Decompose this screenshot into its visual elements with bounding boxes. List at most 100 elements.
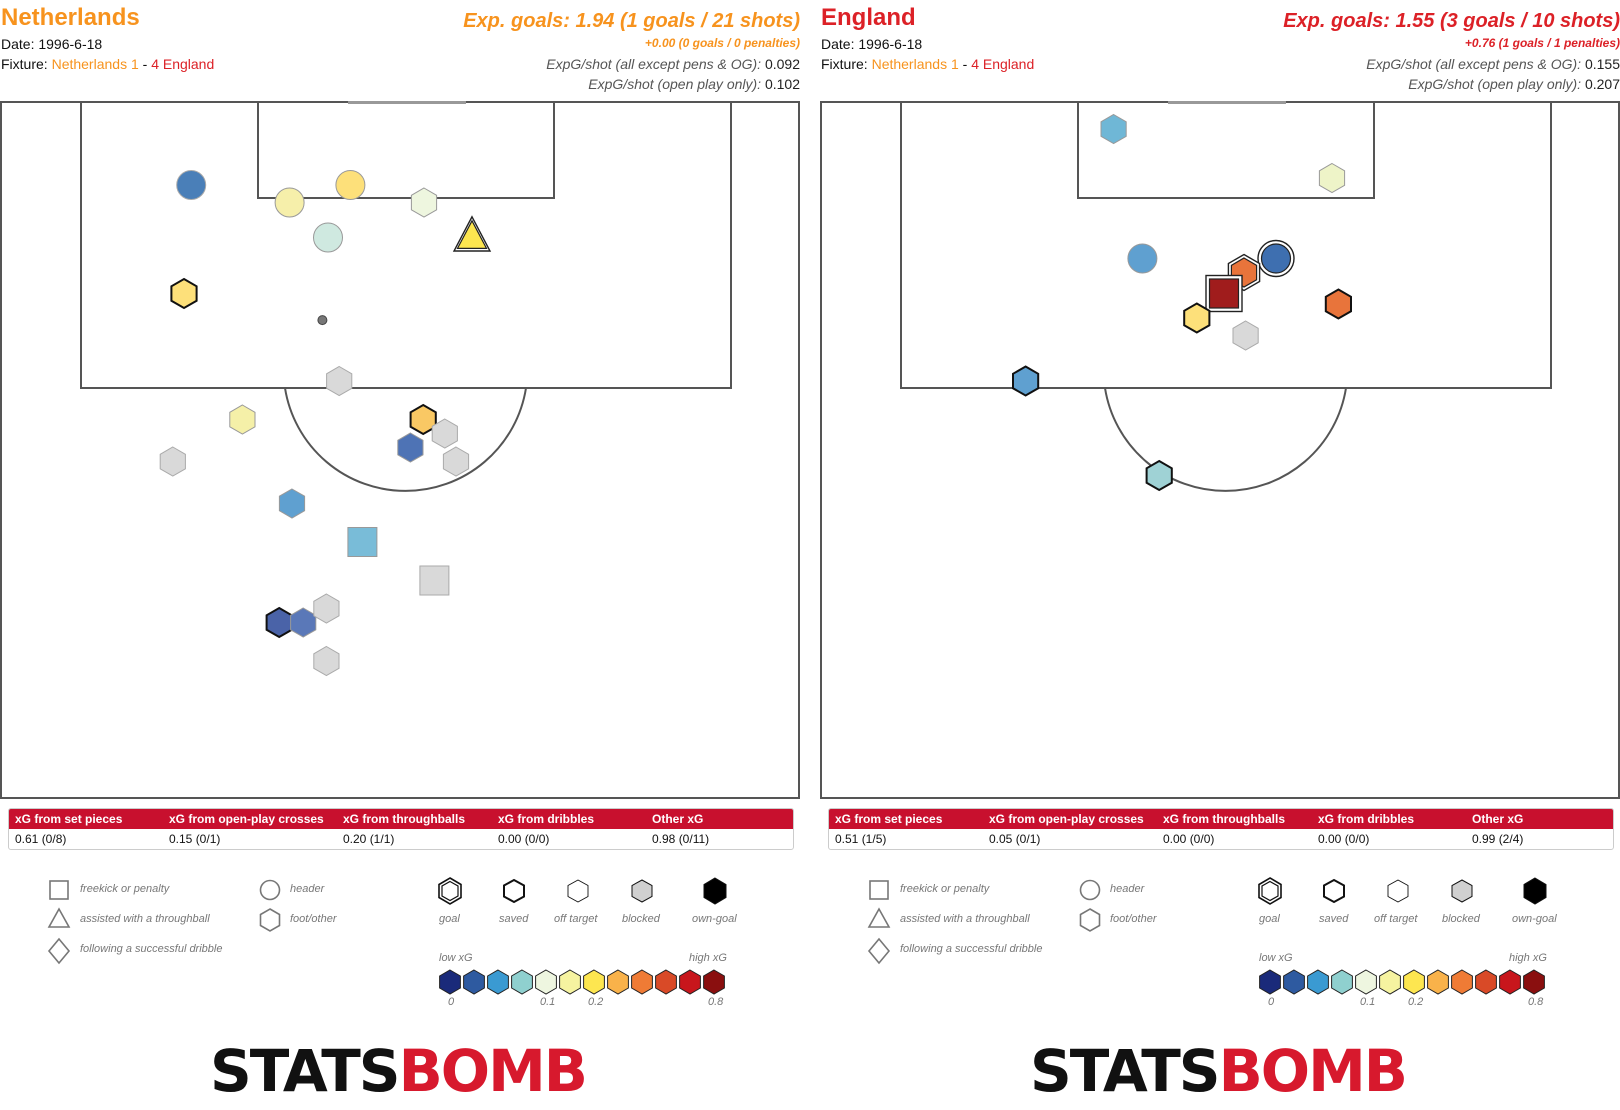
shot-marker-1: [274, 187, 305, 218]
shot-marker-10: [1145, 459, 1173, 492]
shot-hexagon: [1318, 162, 1346, 194]
scale-swatch-6: [583, 969, 605, 995]
fixture-line: Fixture: Netherlands 1 - 4 England: [821, 56, 1034, 72]
triangle-icon: [867, 907, 891, 928]
xg-per-shot-label: ExpG/shot (all except pens & OG):: [546, 56, 762, 72]
logo-part-bomb: BOMB: [1218, 1037, 1408, 1105]
own-goal-icon: [703, 877, 727, 905]
pitch-boundary: [820, 101, 1620, 799]
fixture-home: Netherlands 1: [871, 56, 959, 72]
xg-open-play-label: ExpG/shot (open play only):: [588, 76, 762, 92]
shots-netherlands: [159, 170, 492, 677]
legend-header: header: [290, 883, 325, 895]
xg-per-shot-value: 0.155: [1584, 56, 1620, 72]
header-throughballs: xG from throughballs: [1163, 812, 1286, 826]
shot-hexagon: [1012, 365, 1040, 397]
circle-icon: [259, 879, 281, 901]
legend-throughball: assisted with a throughball: [80, 913, 210, 925]
date-line: Date: 1996-6-18: [821, 36, 922, 52]
xg-penalties: +0.76 (1 goals / 1 penalties): [1464, 36, 1620, 50]
shot-hexagon: [431, 418, 458, 449]
shot-circle: [1127, 243, 1158, 274]
xg-headline: Exp. goals: 1.94 (1 goals / 21 shots): [463, 10, 800, 32]
value-other: 0.98 (0/11): [652, 832, 710, 846]
shot-triangle: [456, 219, 488, 249]
header-set-pieces: xG from set pieces: [835, 812, 943, 826]
legend-throughball: assisted with a throughball: [900, 913, 1030, 925]
diamond-icon: [867, 937, 891, 965]
header-other: Other xG: [1472, 812, 1524, 826]
logo-part-bomb: BOMB: [398, 1037, 588, 1105]
value-throughballs: 0.00 (0/0): [1163, 832, 1215, 846]
scale-swatch-7: [607, 969, 629, 995]
square-icon: [869, 880, 889, 900]
fixture-away: 4 England: [971, 56, 1035, 72]
shot-marker-20: [313, 593, 340, 624]
statsbomb-logo: STATSBOMB: [210, 1037, 588, 1105]
xg-per-shot: ExpG/shot (all except pens & OG): 0.092: [546, 56, 800, 72]
shot-hexagon: [397, 432, 424, 463]
square-icon: [49, 880, 69, 900]
header-crosses: xG from open-play crosses: [169, 812, 324, 826]
fixture-label: Fixture:: [1, 56, 48, 72]
scale-swatch-7: [1427, 969, 1449, 995]
scale-swatch-0: [1259, 969, 1281, 995]
shot-marker-0: [1100, 113, 1127, 145]
shot-square: [347, 527, 378, 557]
penalty-arc: [1104, 387, 1347, 492]
shot-marker-2: [1127, 243, 1158, 274]
date-label: Date:: [1, 36, 35, 52]
scale-tick-08: 0.8: [1528, 996, 1544, 1008]
scale-swatch-1: [1283, 969, 1305, 995]
scale-tick-02: 0.2: [588, 996, 604, 1008]
shots-england: [1012, 113, 1352, 492]
shot-hexagon: [1232, 320, 1259, 351]
xg-penalties: +0.00 (0 goals / 0 penalties): [644, 36, 800, 50]
legend-blocked: blocked: [622, 913, 660, 925]
legend-low-xg: low xG: [439, 952, 473, 964]
scale-swatch-10: [1499, 969, 1521, 995]
legend-saved: saved: [499, 913, 529, 925]
shot-marker-5: [313, 222, 343, 253]
xg-breakdown-table: xG from set pieces xG from open-play cro…: [828, 808, 1614, 850]
scale-swatch-8: [1451, 969, 1473, 995]
penalty-arc: [284, 387, 527, 492]
legend-high-xg: high xG: [1509, 952, 1547, 964]
scale-swatch-5: [1379, 969, 1401, 995]
xg-color-scale: [439, 969, 725, 995]
shot-marker-9: [1012, 365, 1040, 397]
legend-own-goal: own-goal: [1512, 913, 1557, 925]
scale-tick-02: 0.2: [1408, 996, 1424, 1008]
scale-tick-08: 0.8: [708, 996, 724, 1008]
shot-marker-19: [290, 607, 317, 638]
scale-swatch-4: [1355, 969, 1377, 995]
team-name: Netherlands: [1, 4, 140, 31]
scale-swatch-1: [463, 969, 485, 995]
date-value: 1996-6-18: [858, 36, 923, 52]
scale-swatch-8: [631, 969, 653, 995]
scale-swatch-0: [439, 969, 461, 995]
scale-swatch-3: [511, 969, 533, 995]
value-set-pieces: 0.61 (0/8): [15, 832, 67, 846]
fixture-sep: -: [958, 56, 972, 72]
shot-hexagon: [326, 365, 353, 397]
value-other: 0.99 (2/4): [1472, 832, 1524, 846]
scale-swatch-11: [1523, 969, 1545, 995]
xg-per-shot-label: ExpG/shot (all except pens & OG):: [1366, 56, 1582, 72]
own-goal-icon: [1523, 877, 1547, 905]
pitch: [820, 101, 1620, 799]
shot-hexagon: [229, 404, 256, 435]
hexagon-icon: [259, 908, 281, 932]
legend-blocked: blocked: [1442, 913, 1480, 925]
legend-off-target: off target: [1374, 913, 1418, 925]
fixture-home: Netherlands 1: [51, 56, 139, 72]
shot-hexagon: [1324, 288, 1352, 320]
date-label: Date:: [821, 36, 855, 52]
fixture-away: 4 England: [151, 56, 215, 72]
shot-marker-2: [335, 170, 366, 200]
shot-hexagon: [410, 187, 438, 218]
header-crosses: xG from open-play crosses: [989, 812, 1144, 826]
off-target-icon: [1387, 879, 1409, 903]
legend-high-xg: high xG: [689, 952, 727, 964]
pitch: [0, 101, 800, 799]
